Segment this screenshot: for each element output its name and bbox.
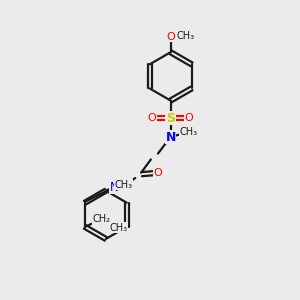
Text: CH₃: CH₃ (114, 180, 133, 190)
Text: N: N (165, 131, 176, 144)
Text: CH₃: CH₃ (180, 127, 198, 137)
Text: CH₂: CH₂ (93, 214, 111, 224)
Text: O: O (166, 32, 175, 42)
Text: N: N (110, 181, 118, 194)
Text: CH₃: CH₃ (177, 31, 195, 41)
Text: H: H (117, 182, 124, 192)
Text: O: O (185, 113, 194, 123)
Text: CH₃: CH₃ (110, 223, 128, 233)
Text: O: O (148, 113, 156, 123)
Text: O: O (154, 168, 162, 178)
Text: S: S (166, 112, 175, 125)
